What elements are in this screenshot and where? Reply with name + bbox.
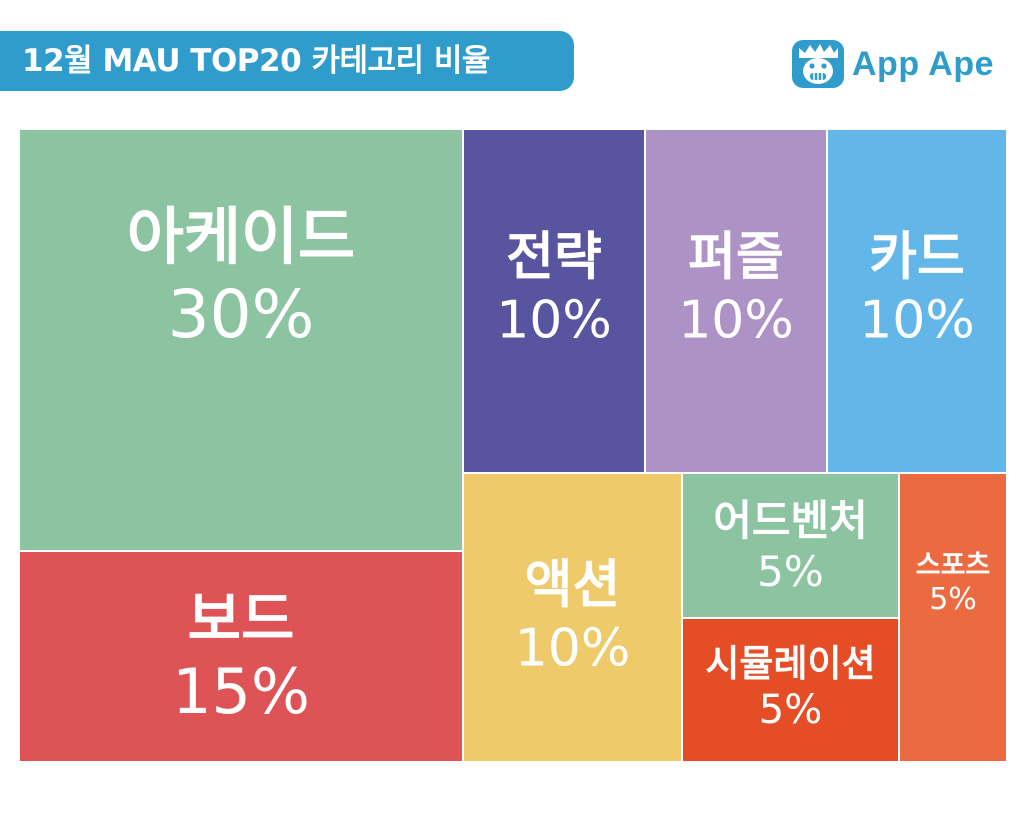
percent-label: 10% [496,291,612,351]
tile-label-group: 스포츠 5% [900,550,1006,620]
category-label: 아케이드 [126,199,356,273]
chart-title: 12월 MAU TOP20 카테고리 비율 [0,31,574,91]
category-label: 어드벤처 [713,495,868,545]
treemap-tile: 시뮬레이션 5% [682,618,899,762]
treemap-tile: 보드 15% [19,551,463,762]
percent-label: 10% [514,618,631,679]
tile-label-group: 보드 15% [20,583,462,729]
treemap-tile: 퍼즐 10% [645,129,827,473]
category-label: 액션 [524,555,621,616]
tile-label-group: 시뮬레이션 5% [683,641,898,735]
percent-label: 10% [678,291,794,351]
tile-label-group: 퍼즐 10% [646,227,826,354]
treemap-tile: 전략 10% [463,129,645,473]
tile-label-group: 아케이드 30% [20,199,462,355]
category-label: 카드 [869,227,965,288]
treemap-tile: 스포츠 5% [899,473,1007,762]
percent-label: 5% [929,582,977,618]
treemap-tile: 아케이드 30% [19,129,463,551]
percent-label: 30% [167,275,315,353]
treemap-tile: 어드벤처 5% [682,473,899,618]
percent-label: 5% [757,546,824,596]
category-label: 퍼즐 [688,227,784,288]
category-label: 전략 [506,227,602,288]
treemap-tile: 카드 10% [827,129,1007,473]
percent-label: 5% [758,687,823,734]
brand-name: App Ape [852,44,995,83]
percent-label: 15% [172,655,310,729]
tile-label-group: 액션 10% [464,554,681,681]
category-label: 시뮬레이션 [705,642,876,686]
tile-label-group: 전략 10% [464,227,644,354]
tile-label-group: 어드벤처 5% [683,494,898,596]
percent-label: 10% [859,291,975,351]
ape-face-icon [792,40,844,88]
brand-logo: App Ape [790,34,994,94]
treemap-tile: 액션 10% [463,473,682,762]
category-label: 스포츠 [915,549,991,581]
tile-label-group: 카드 10% [828,227,1006,354]
category-label: 보드 [187,584,295,653]
